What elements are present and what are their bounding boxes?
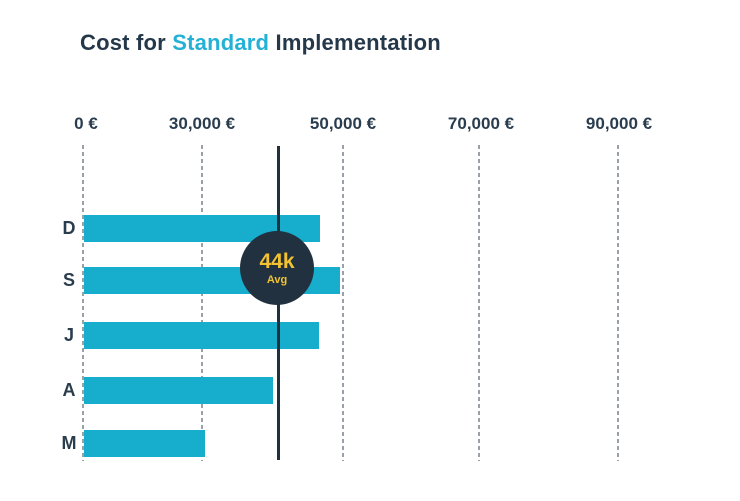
- title-prefix: Cost for: [80, 30, 173, 55]
- bar-j: [84, 322, 319, 349]
- category-label-a: A: [62, 380, 76, 400]
- title-highlight: Standard: [172, 30, 270, 55]
- category-label-s: S: [62, 270, 75, 290]
- bar-a: [84, 377, 273, 404]
- average-badge: 44k Avg: [240, 231, 314, 305]
- title-suffix: Implementation: [269, 30, 441, 55]
- bar-m: [84, 430, 205, 457]
- x-tick-label-90000: 90,000 €: [585, 114, 653, 133]
- category-label-m: M: [61, 433, 77, 453]
- x-tick-label-0: 0 €: [74, 114, 98, 133]
- x-tick-label-50000: 50,000 €: [309, 114, 377, 133]
- average-value: 44k: [259, 249, 295, 273]
- gridline: [342, 145, 344, 461]
- gridline: [478, 145, 480, 461]
- average-caption: Avg: [266, 273, 288, 286]
- category-label-d: D: [62, 218, 76, 238]
- x-tick-label-70000: 70,000 €: [447, 114, 515, 133]
- gridline: [82, 145, 84, 461]
- category-label-j: J: [63, 325, 74, 345]
- gridline: [617, 145, 619, 461]
- gridline: [201, 145, 203, 461]
- x-tick-label-30000: 30,000 €: [168, 114, 236, 133]
- chart-title: Cost for Standard Implementation: [80, 30, 441, 56]
